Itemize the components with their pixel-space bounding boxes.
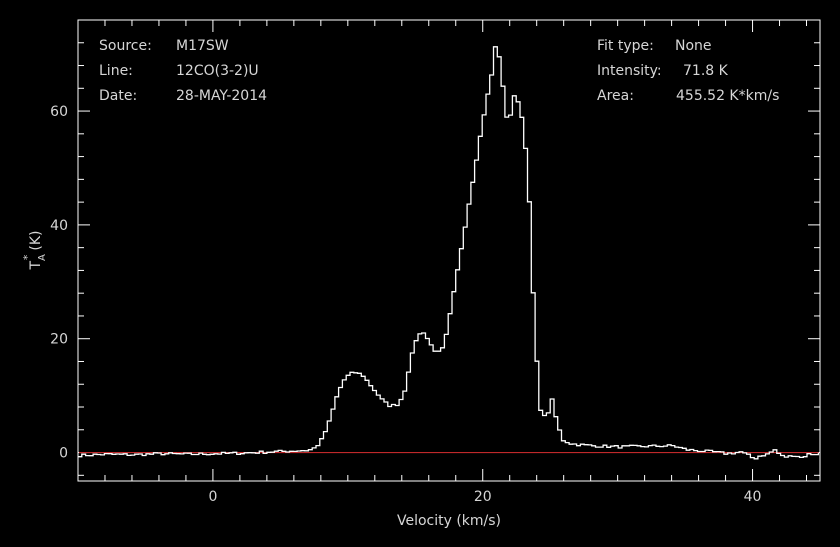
- svg-text:TA*(K): TA* (K): [21, 230, 48, 270]
- date-value: 28-MAY-2014: [176, 88, 267, 104]
- y-label-main: T: [28, 261, 44, 271]
- x-axis-label: Velocity (km/s): [397, 513, 501, 529]
- info-left: Source: M17SW Line: 12CO(3-2)U Date: 28-…: [99, 38, 267, 104]
- line-value: 12CO(3-2)U: [176, 63, 259, 79]
- y-label-sup: *: [21, 254, 34, 260]
- y-tick-label: 40: [50, 218, 68, 234]
- x-tick-label: 40: [744, 489, 762, 505]
- spectrum-line: [78, 46, 820, 460]
- info-right: Fit type: None Intensity: 71.8 K Area: 4…: [597, 38, 779, 104]
- fit-type-key: Fit type:: [597, 38, 654, 54]
- area-value: 455.52 K*km/s: [676, 88, 779, 104]
- x-tick-label: 0: [208, 489, 217, 505]
- y-tick-label: 20: [50, 332, 68, 348]
- intensity-value: 71.8 K: [683, 63, 729, 79]
- area-key: Area:: [597, 88, 634, 104]
- intensity-key: Intensity:: [597, 63, 662, 79]
- y-tick-label: 60: [50, 104, 68, 120]
- plot-frame: [77, 19, 821, 482]
- date-key: Date:: [99, 88, 137, 104]
- y-tick-label: 0: [59, 446, 68, 462]
- fit-type-value: None: [675, 38, 712, 54]
- source-key: Source:: [99, 38, 152, 54]
- x-tick-label: 20: [474, 489, 492, 505]
- source-value: M17SW: [176, 38, 229, 54]
- y-label-unit: (K): [28, 230, 44, 250]
- y-label-sub: A: [37, 254, 48, 261]
- line-key: Line:: [99, 63, 133, 79]
- axis-tick-labels: 0 20 40 0 20 40 60: [50, 104, 761, 505]
- y-axis-label: TA* (K): [21, 230, 48, 270]
